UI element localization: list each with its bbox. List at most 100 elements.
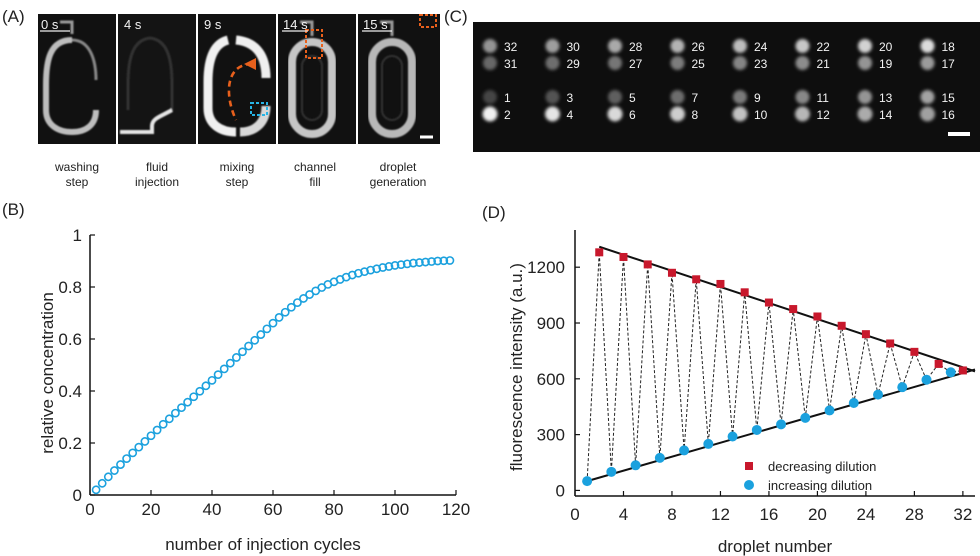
frame-caption-line2: injection [135, 175, 179, 189]
x-tick-label: 120 [442, 500, 470, 519]
chart-b: 0 20 40 60 80 100 120 0 0.2 0.4 0.6 0.8 1 number of i… [38, 226, 470, 554]
droplet [670, 39, 685, 53]
data-point-decreasing [934, 359, 943, 368]
data-point-decreasing [595, 248, 604, 257]
droplet-number: 10 [754, 108, 768, 122]
frame-time: 9 s [204, 17, 222, 32]
data-point [256, 330, 266, 339]
y-tick-label: 1 [73, 226, 82, 245]
frame-caption-line1: washing [54, 160, 99, 174]
data-point [414, 258, 424, 267]
data-point [274, 313, 284, 322]
data-point [292, 298, 302, 307]
x-tick-label: 20 [808, 505, 827, 524]
data-point-decreasing [861, 330, 870, 339]
data-point [250, 335, 260, 345]
data-point [177, 403, 186, 413]
data-point-increasing [582, 476, 593, 487]
x-tick-label: 60 [264, 500, 283, 519]
data-point [439, 256, 449, 266]
droplet [670, 90, 685, 104]
y-tick-label: 0.8 [58, 278, 82, 297]
data-point [103, 472, 113, 482]
droplet [733, 90, 747, 104]
mixing-highlight-box [250, 102, 268, 116]
droplet-number: 2 [504, 108, 511, 122]
droplet [920, 90, 935, 104]
data-point [268, 318, 278, 328]
data-point [390, 261, 400, 270]
data-point-increasing [679, 445, 690, 456]
data-point-increasing [776, 419, 787, 430]
data-point [262, 324, 272, 334]
x-tick-label: 8 [667, 505, 676, 524]
data-point [378, 263, 388, 272]
data-point [286, 302, 296, 312]
y-tick-label: 1200 [527, 258, 565, 277]
frame-washing: 0 s washing step [38, 14, 116, 189]
frame-time: 14 s [283, 17, 308, 32]
droplet [482, 106, 498, 122]
x-tick-label: 40 [203, 500, 222, 519]
y-tick-label: 300 [537, 426, 565, 445]
droplet-number: 7 [692, 91, 699, 105]
data-point [445, 256, 455, 265]
data-point [372, 264, 382, 274]
data-point [116, 460, 125, 469]
data-point [280, 307, 290, 317]
droplet-number: 27 [629, 57, 643, 71]
droplet [608, 39, 622, 53]
droplet-number: 12 [817, 108, 831, 122]
droplet-number: 11 [817, 91, 830, 105]
data-point [219, 364, 229, 374]
data-point-decreasing [886, 339, 895, 348]
droplet [545, 90, 560, 104]
droplet-number: 5 [629, 91, 636, 105]
droplet-number: 9 [754, 91, 761, 105]
frame-caption-line1: channel [294, 160, 336, 174]
data-point-decreasing [764, 298, 773, 307]
droplet [858, 56, 872, 70]
frame-caption-line1: mixing [220, 160, 255, 174]
data-point [134, 442, 144, 452]
frame-caption-line1: fluid [146, 160, 168, 174]
data-point [225, 358, 235, 368]
data-point [238, 347, 247, 357]
data-point [384, 262, 394, 271]
data-point-decreasing [789, 305, 798, 314]
data-point [110, 466, 119, 475]
droplet-number: 4 [567, 108, 574, 122]
x-tick-label: 0 [85, 500, 94, 519]
panel-c-label: (C) [444, 7, 468, 26]
droplet-number: 28 [629, 40, 643, 54]
legend-marker-circle [744, 480, 754, 490]
droplet [858, 90, 872, 104]
y-tick-label: 0.6 [58, 330, 82, 349]
dilution-sequence-line [586, 252, 963, 482]
droplet [795, 56, 810, 70]
data-point [140, 437, 150, 446]
data-point-increasing [921, 374, 932, 385]
droplet [857, 106, 873, 122]
droplet-number: 22 [817, 40, 831, 54]
data-point [433, 256, 443, 266]
x-axis-label: number of injection cycles [165, 535, 361, 554]
panel-b: (B) 0 20 40 60 80 100 120 0 0.2 0.4 0.6 0.8 1 number … [2, 200, 470, 554]
droplet [608, 90, 622, 104]
y-tick-label: 0 [556, 481, 565, 500]
droplet [795, 90, 810, 104]
data-point-increasing [897, 382, 908, 393]
data-point-decreasing [716, 279, 725, 288]
frame-mixing: 9 s mixing step [198, 14, 276, 189]
data-point-increasing [945, 367, 956, 378]
droplet-number: 8 [692, 108, 699, 122]
frame-fluid-injection: 4 s fluid injection [118, 14, 196, 189]
data-point [97, 478, 107, 488]
droplet-number: 24 [754, 40, 768, 54]
data-point [170, 408, 180, 418]
frame-caption-line1: droplet [380, 160, 417, 174]
x-tick-label: 80 [325, 500, 344, 519]
data-point [158, 419, 168, 429]
data-point [164, 414, 174, 424]
